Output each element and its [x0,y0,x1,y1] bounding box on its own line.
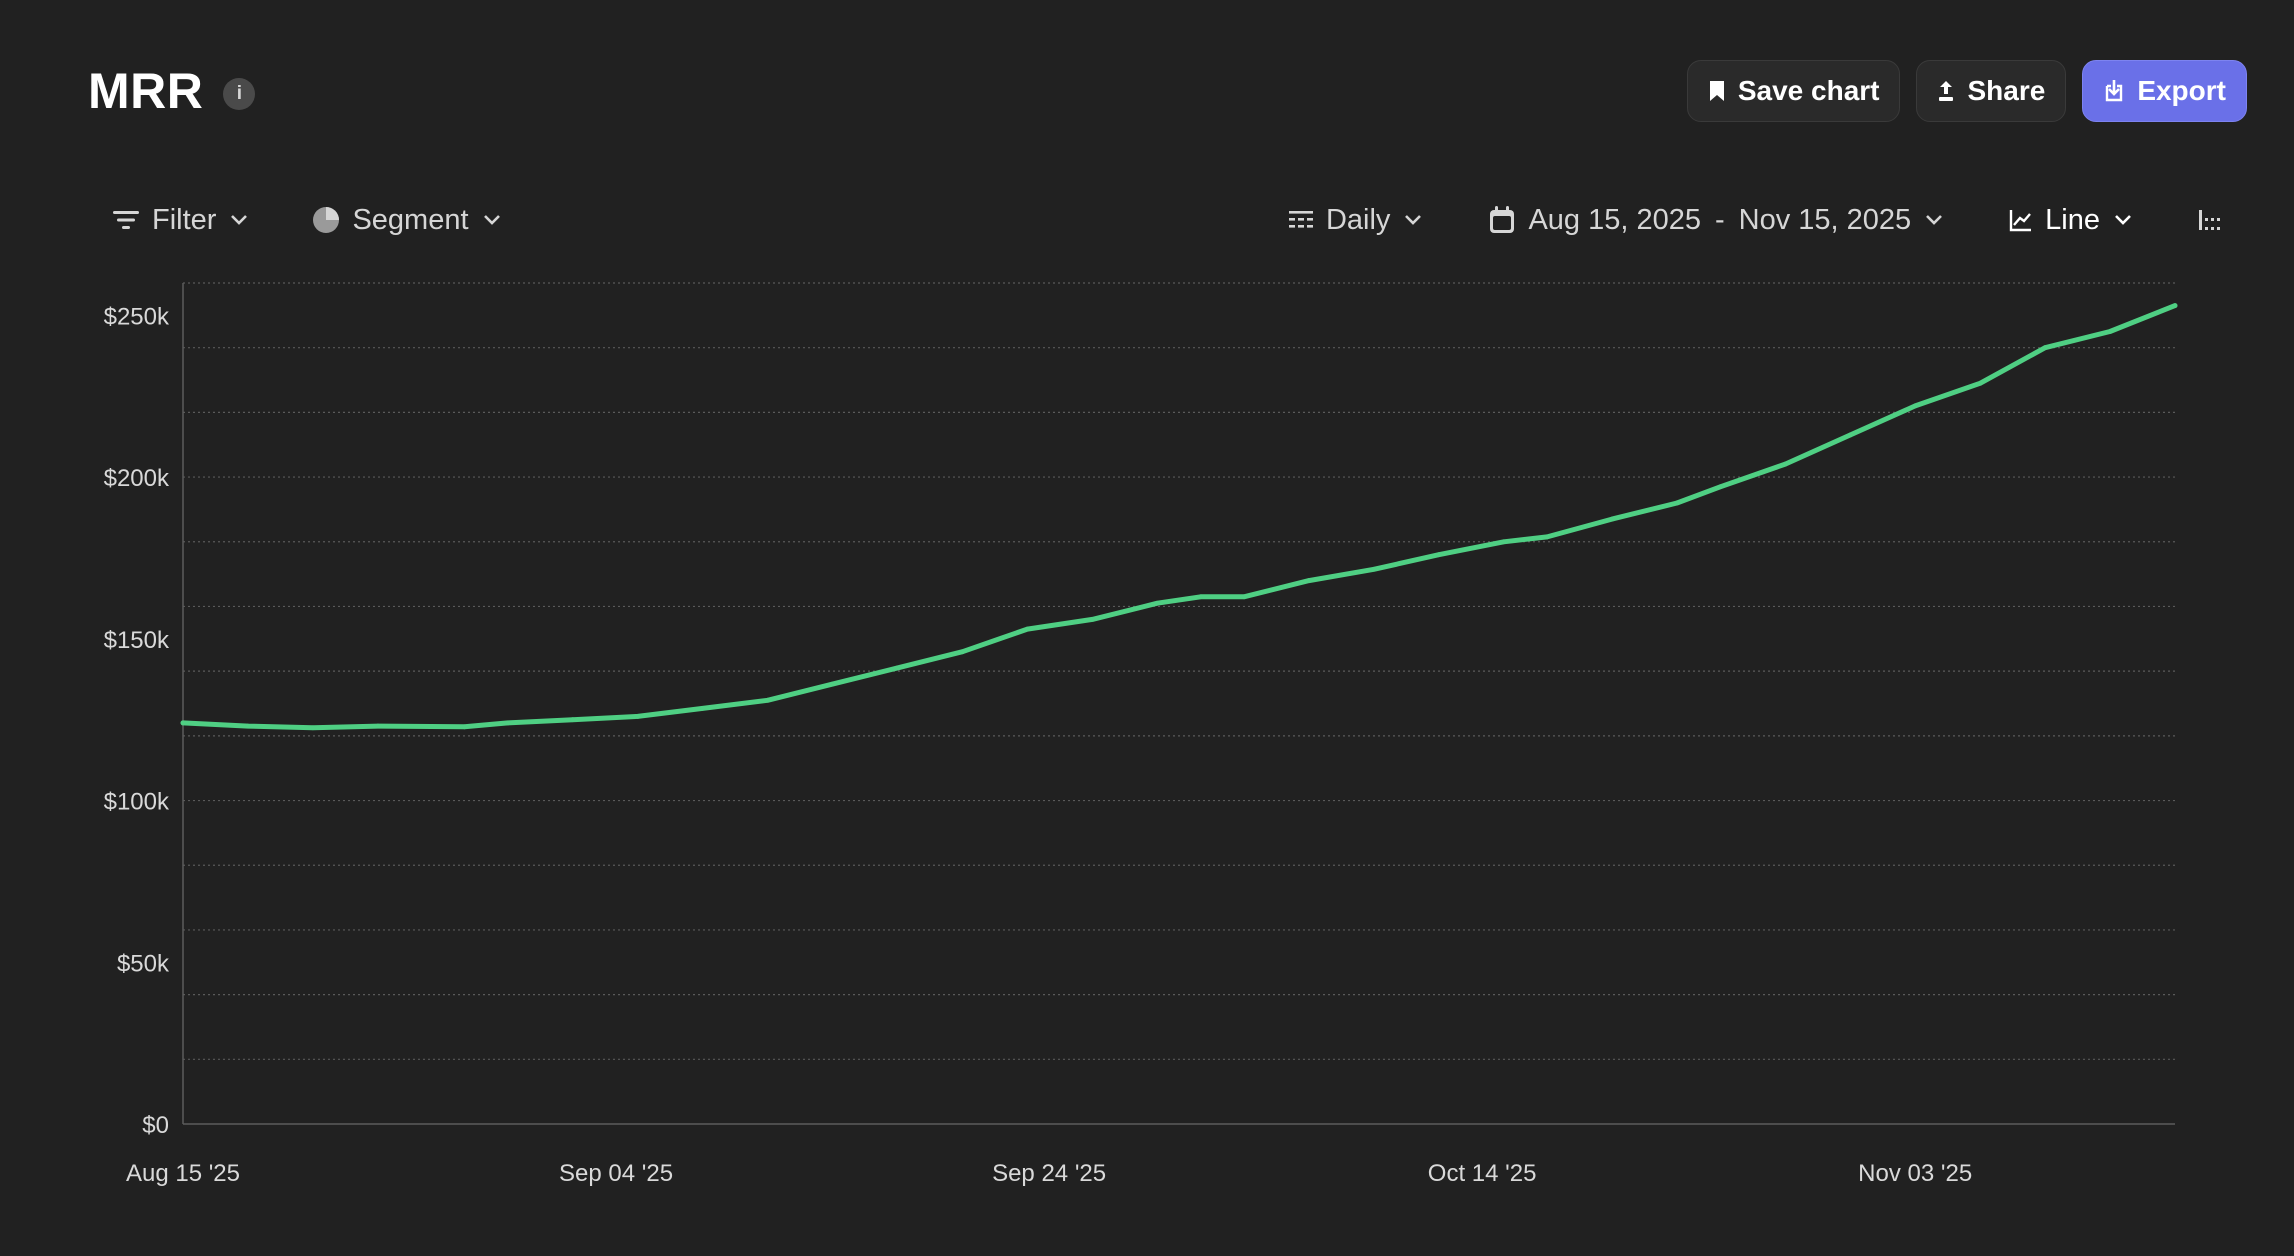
data-point [1025,626,1030,632]
toolbar-left: Filter Segment [112,198,501,242]
data-point [245,723,251,729]
data-point [1241,594,1247,600]
filter-icon [113,211,139,229]
series-line-mrr [180,303,2178,731]
filter-dropdown[interactable]: Filter [112,198,248,242]
date-end: Nov 15, 2025 [1738,203,1912,236]
line-chart-icon [2009,210,2032,232]
calendar-icon [1490,206,1515,233]
data-point [1436,552,1442,558]
chevron-down-icon [2115,215,2131,225]
header-actions: Save chart Share Export [1686,60,2247,122]
data-point [375,723,381,729]
data-point [1847,432,1853,438]
data-point [830,681,835,687]
data-point [1717,484,1723,490]
x-tick-label: Sep 04 '25 [559,1160,673,1187]
y-tick-label: $200k [104,465,170,492]
data-point [2172,303,2178,309]
interval-icon [1288,211,1313,228]
chevron-down-icon [483,215,500,225]
data-point [2042,345,2048,351]
data-point [570,717,576,723]
data-point [1544,534,1550,540]
data-point [1609,516,1615,522]
interval-dropdown[interactable]: Daily [1288,198,1422,242]
data-point [960,649,965,655]
data-point [1089,617,1095,622]
export-button[interactable]: Export [2082,60,2247,122]
date-separator: - [1714,203,1725,236]
data-point [1912,403,1918,409]
y-tick-label: $150k [104,627,170,654]
data-point [700,705,706,711]
segment-dropdown[interactable]: Segment [312,198,500,242]
x-tick-label: Aug 15 '25 [126,1160,240,1187]
data-point [765,697,771,703]
filter-label: Filter [152,203,217,236]
data-point [2107,329,2113,334]
page-title: MRR [88,63,204,119]
data-point [1977,380,1983,386]
interval-label: Daily [1325,203,1391,236]
axis-settings-icon [2199,210,2220,230]
chevron-down-icon [1405,215,1422,225]
data-point [180,720,186,726]
chevron-down-icon [231,215,248,225]
data-point [1674,500,1680,506]
date-range-picker[interactable]: Aug 15, 2025 - Nov 15, 2025 [1488,198,1943,242]
chart-header: MRR i [88,58,256,124]
upload-icon [1939,81,1954,101]
toolbar-right: Daily Aug 15, 2025 - Nov 15, 2025 Line [1288,198,2224,242]
data-point [310,725,316,731]
data-point [635,714,641,719]
pie-chart-icon [313,207,340,233]
data-point [895,665,900,671]
data-point [1782,461,1788,467]
share-button[interactable]: Share [1916,60,2067,122]
data-point [1501,539,1507,545]
data-point [1154,600,1160,606]
date-start: Aug 15, 2025 [1528,203,1701,236]
info-icon[interactable]: i [223,78,256,110]
chart-type-label: Line [2045,203,2100,236]
data-point [1306,578,1312,583]
export-label: Export [2137,75,2226,106]
data-point [1198,594,1204,600]
y-tick-label: $50k [117,950,170,977]
data-point [462,724,467,730]
segment-label: Segment [352,203,469,236]
data-point [1371,566,1377,572]
x-tick-label: Nov 03 '25 [1858,1160,1972,1187]
y-tick-label: $250k [104,303,170,330]
y-tick-label: $0 [142,1112,169,1139]
save-chart-label: Save chart [1737,75,1880,106]
share-label: Share [1967,75,2046,106]
data-point [505,720,511,726]
x-tick-label: Sep 24 '25 [992,1160,1106,1187]
chart-settings-button[interactable] [2198,198,2224,242]
chart-type-dropdown[interactable]: Line [2009,198,2132,242]
bookmark-icon [1709,81,1724,101]
export-icon [2106,80,2123,102]
chevron-down-icon [1926,215,1943,225]
y-tick-label: $100k [104,789,170,816]
save-chart-button[interactable]: Save chart [1686,60,1901,122]
x-tick-label: Oct 14 '25 [1428,1160,1537,1187]
